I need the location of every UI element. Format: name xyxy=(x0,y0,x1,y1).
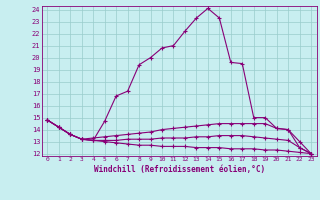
X-axis label: Windchill (Refroidissement éolien,°C): Windchill (Refroidissement éolien,°C) xyxy=(94,165,265,174)
